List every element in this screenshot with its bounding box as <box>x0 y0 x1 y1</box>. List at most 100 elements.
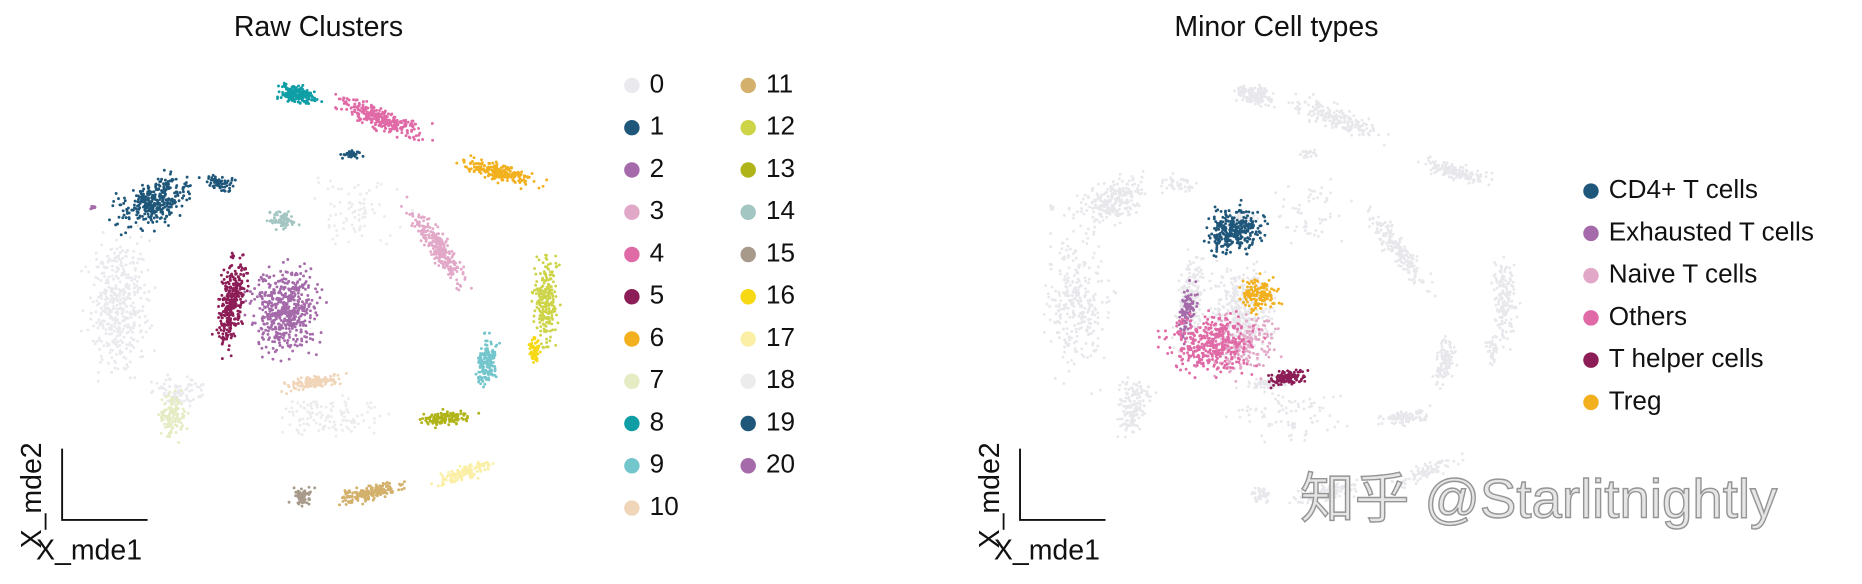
cell-dot <box>1065 272 1069 276</box>
cell-dot <box>1077 291 1081 295</box>
cell-dot <box>484 461 488 465</box>
cell-dot <box>171 426 175 429</box>
cell-dot <box>263 300 266 304</box>
cell-dot <box>131 301 135 305</box>
cell-dot <box>1281 204 1285 208</box>
cell-dot <box>1084 342 1088 345</box>
cell-dot <box>408 212 412 216</box>
cell-dot <box>321 425 325 429</box>
cell-dot <box>104 306 107 310</box>
cell-dot <box>393 127 397 131</box>
cell-dot <box>232 332 235 336</box>
cell-dot <box>108 218 111 222</box>
cell-dot <box>279 269 283 273</box>
cell-dot <box>405 129 409 133</box>
cell-dot <box>182 414 186 418</box>
cell-dot <box>271 297 275 301</box>
cell-dot <box>1073 297 1077 301</box>
cell-dot <box>162 195 166 199</box>
cell-dot <box>197 176 201 179</box>
cell-dot <box>1067 298 1071 302</box>
cell-dot <box>307 493 311 496</box>
cell-dot <box>175 184 179 187</box>
cell-dot <box>245 271 249 275</box>
cell-dot <box>224 306 228 310</box>
cell-dot <box>99 340 103 343</box>
cell-dot <box>373 405 376 409</box>
cell-dot <box>455 270 459 273</box>
cell-dot <box>1318 406 1322 409</box>
cell-dot <box>455 287 459 290</box>
cell-dot <box>177 417 180 421</box>
cell-dot <box>1303 229 1307 232</box>
cell-dot <box>1309 193 1312 196</box>
cell-dot <box>88 296 92 300</box>
cell-dot <box>469 286 473 290</box>
cell-dot <box>148 326 152 330</box>
cell-dot <box>315 313 319 317</box>
cell-dot <box>1177 183 1181 187</box>
cell-dot <box>122 296 125 300</box>
cell-dot <box>351 419 355 423</box>
cell-dot <box>270 304 273 308</box>
cell-dot <box>315 98 319 101</box>
cell-dot <box>119 339 123 342</box>
cell-dot <box>281 430 284 434</box>
cell-dot <box>414 134 418 138</box>
cell-dot <box>1053 376 1057 380</box>
cell-dot <box>261 308 265 312</box>
cell-dot <box>253 297 257 301</box>
cell-dot <box>411 212 415 215</box>
cell-dot <box>328 420 332 424</box>
cell-dot <box>364 105 368 109</box>
cell-dot <box>448 252 451 256</box>
cell-dot <box>1054 304 1058 308</box>
cell-dot <box>1084 232 1088 235</box>
cell-dot <box>378 414 382 418</box>
cell-dot <box>287 410 291 414</box>
cell-dot <box>215 181 219 185</box>
cell-dot <box>144 330 148 334</box>
cell-dot <box>119 289 123 292</box>
cell-dot <box>146 209 150 212</box>
cell-dot <box>132 282 136 286</box>
cell-dot <box>1093 313 1097 317</box>
cell-dot <box>1139 402 1142 406</box>
cell-dot <box>180 204 184 208</box>
cell-dot <box>1070 294 1074 297</box>
cell-dot <box>94 310 98 314</box>
cell-dot <box>1092 210 1095 214</box>
cell-dot <box>487 463 491 467</box>
cell-dot <box>1286 420 1290 424</box>
cell-dot <box>271 357 275 361</box>
cell-dot <box>118 251 122 254</box>
cell-dot <box>173 191 176 195</box>
cell-dot <box>496 171 500 175</box>
cell-dot <box>541 318 545 322</box>
cell-dot <box>1284 411 1288 415</box>
cell-dot <box>436 415 440 418</box>
cell-dot <box>428 419 432 423</box>
cell-dot <box>182 194 186 198</box>
cell-dot <box>116 330 119 334</box>
cell-dot <box>313 196 317 200</box>
cell-dot <box>1050 207 1054 211</box>
cell-dot <box>356 115 360 118</box>
cell-dot <box>1077 264 1080 268</box>
cell-dot <box>551 300 555 304</box>
cell-dot <box>398 482 401 486</box>
cell-dot <box>1113 189 1117 193</box>
cell-dot <box>345 107 349 111</box>
cell-dot <box>220 304 224 308</box>
cell-dot <box>143 212 147 216</box>
cell-dot <box>1319 192 1323 196</box>
cell-dot <box>484 375 487 379</box>
cell-dot <box>274 304 278 308</box>
cell-dot <box>539 342 543 346</box>
cell-dot <box>292 337 295 341</box>
cell-dot <box>115 266 119 269</box>
cell-dot <box>1090 392 1093 396</box>
cell-dot <box>289 389 293 393</box>
cell-dot <box>402 486 406 490</box>
cell-dot <box>1259 104 1263 108</box>
